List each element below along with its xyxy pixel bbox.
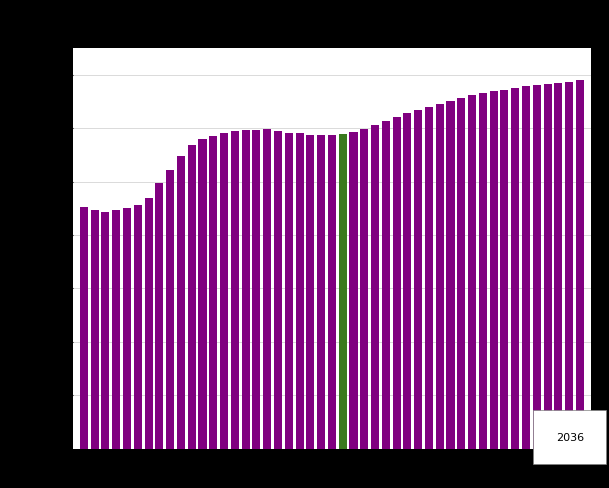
Bar <box>533 86 541 449</box>
Bar <box>360 130 368 449</box>
Bar <box>490 92 498 449</box>
Bar <box>295 134 304 449</box>
Bar <box>101 213 110 449</box>
Bar <box>544 85 552 449</box>
Bar <box>576 81 584 449</box>
Bar <box>263 130 271 449</box>
Bar <box>328 135 336 449</box>
Bar <box>446 102 454 449</box>
Bar <box>134 205 142 449</box>
Bar <box>350 133 357 449</box>
Bar <box>403 114 412 449</box>
Bar <box>144 198 153 449</box>
Bar <box>382 122 390 449</box>
Bar <box>522 87 530 449</box>
Bar <box>554 84 563 449</box>
Bar <box>209 136 217 449</box>
Bar <box>112 210 120 449</box>
Bar <box>435 104 444 449</box>
Bar <box>242 131 250 449</box>
Bar <box>166 170 174 449</box>
Bar <box>501 90 509 449</box>
Bar <box>511 89 519 449</box>
Text: 2036: 2036 <box>555 432 584 442</box>
Bar <box>457 99 465 449</box>
Bar <box>188 146 195 449</box>
Bar <box>479 94 487 449</box>
Bar <box>274 132 282 449</box>
Bar <box>177 157 185 449</box>
Bar <box>306 135 314 449</box>
Bar <box>339 135 347 449</box>
Bar <box>123 208 131 449</box>
Bar <box>199 140 206 449</box>
Bar <box>220 134 228 449</box>
Bar <box>285 134 293 449</box>
Bar <box>155 184 163 449</box>
Bar <box>414 111 422 449</box>
Bar <box>468 96 476 449</box>
Bar <box>80 208 88 449</box>
Bar <box>91 211 99 449</box>
Bar <box>231 132 239 449</box>
Bar <box>252 130 261 449</box>
Bar <box>393 118 401 449</box>
Bar <box>317 136 325 449</box>
Bar <box>425 107 433 449</box>
Bar <box>565 82 573 449</box>
Bar <box>371 125 379 449</box>
